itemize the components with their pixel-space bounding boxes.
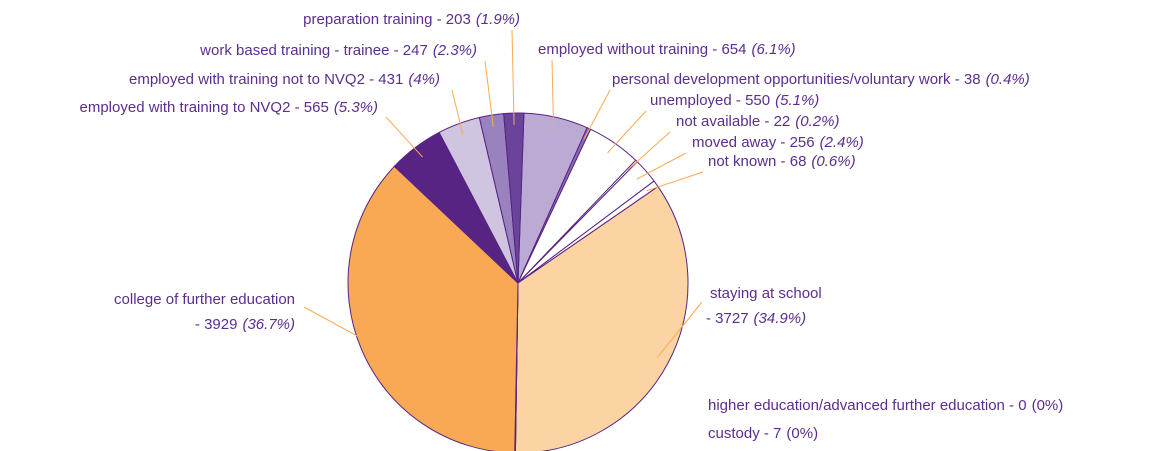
separator: -: [760, 113, 773, 130]
category-name: custody: [708, 425, 760, 442]
category-name: unemployed: [650, 92, 732, 109]
slice-label: - 3929 (36.7%): [195, 316, 295, 333]
slice-label: - 3727 (34.9%): [706, 310, 806, 327]
leader-line: [656, 301, 703, 358]
leader-line: [511, 29, 515, 126]
category-name: work based training - trainee: [199, 42, 389, 59]
percent-label: (0%): [786, 425, 818, 442]
category-name: preparation training: [303, 11, 432, 28]
separator: -: [951, 71, 964, 88]
count-label: 256: [790, 134, 815, 151]
separator: -: [195, 316, 204, 333]
leader-line: [484, 60, 494, 128]
separator: -: [732, 92, 745, 109]
leader-line: [646, 171, 704, 192]
count-label: 654: [721, 41, 746, 58]
leader-line: [607, 110, 647, 154]
count-label: 565: [304, 99, 329, 116]
leader-line: [551, 59, 555, 130]
percent-label: (34.9%): [754, 310, 807, 327]
slice-label: preparation training - 203 (1.9%): [303, 11, 520, 28]
slice-label: employed without training - 654 (6.1%): [538, 41, 796, 58]
category-name: staying at school: [710, 285, 822, 302]
count-label: 38: [964, 71, 981, 88]
count-label: 550: [745, 92, 770, 109]
slice-label: employed with training to NVQ2 - 565 (5.3…: [80, 99, 379, 116]
slice-label: unemployed - 550 (5.1%): [650, 92, 819, 109]
slice-label: staying at school: [710, 285, 822, 302]
slice-label: work based training - trainee - 247 (2.3%…: [199, 42, 477, 59]
pie-slice: [514, 185, 689, 451]
count-label: 3727: [715, 310, 748, 327]
category-name: not available: [676, 113, 760, 130]
slice-label: moved away - 256 (2.4%): [692, 134, 864, 151]
percent-label: (1.9%): [476, 11, 520, 28]
separator: -: [708, 41, 721, 58]
count-label: 3929: [204, 316, 237, 333]
count-label: 7: [773, 425, 781, 442]
slice-label: employed with training not to NVQ2 - 431…: [129, 71, 440, 88]
count-label: 68: [790, 153, 807, 170]
percent-label: (0%): [1032, 397, 1064, 414]
leader-line: [451, 89, 464, 136]
percent-label: (2.4%): [820, 134, 864, 151]
category-name: employed without training: [538, 41, 708, 58]
percent-label: (6.1%): [751, 41, 795, 58]
slice-label: higher education/advanced further educat…: [708, 397, 1063, 414]
slice-label: college of further education: [114, 291, 295, 308]
count-label: 0: [1018, 397, 1026, 414]
separator: -: [432, 11, 445, 28]
count-label: 247: [403, 42, 428, 59]
separator: -: [365, 71, 378, 88]
count-label: 203: [446, 11, 471, 28]
percent-label: (4%): [408, 71, 440, 88]
percent-label: (2.3%): [433, 42, 477, 59]
leader-line: [385, 116, 423, 158]
slice-label: not known - 68 (0.6%): [708, 153, 856, 170]
category-name: moved away: [692, 134, 777, 151]
leader-line: [636, 152, 687, 180]
category-name: college of further education: [114, 291, 295, 308]
percent-label: (0.4%): [986, 71, 1030, 88]
percent-label: (5.3%): [334, 99, 378, 116]
leader-line: [583, 89, 611, 140]
separator: -: [290, 99, 303, 116]
count-label: 22: [774, 113, 791, 130]
separator: -: [776, 153, 789, 170]
percent-label: (0.2%): [795, 113, 839, 130]
slice-label: not available - 22 (0.2%): [676, 113, 839, 130]
category-name: higher education/advanced further educat…: [708, 397, 1005, 414]
separator: -: [776, 134, 789, 151]
category-name: employed with training to NVQ2: [80, 99, 291, 116]
percent-label: (0.6%): [811, 153, 855, 170]
slice-label: custody - 7 (0%): [708, 425, 818, 442]
percent-label: (36.7%): [242, 316, 295, 333]
separator: -: [760, 425, 773, 442]
slice-label: personal development opportunities/volun…: [612, 71, 1030, 88]
category-name: personal development opportunities/volun…: [612, 71, 951, 88]
count-label: 431: [378, 71, 403, 88]
separator: -: [389, 42, 402, 59]
separator: -: [1005, 397, 1018, 414]
category-name: not known: [708, 153, 776, 170]
percent-label: (5.1%): [775, 92, 819, 109]
category-name: employed with training not to NVQ2: [129, 71, 365, 88]
pie-slice: [347, 165, 519, 451]
leader-line: [303, 306, 373, 345]
separator: -: [706, 310, 715, 327]
leader-line: [627, 131, 671, 171]
